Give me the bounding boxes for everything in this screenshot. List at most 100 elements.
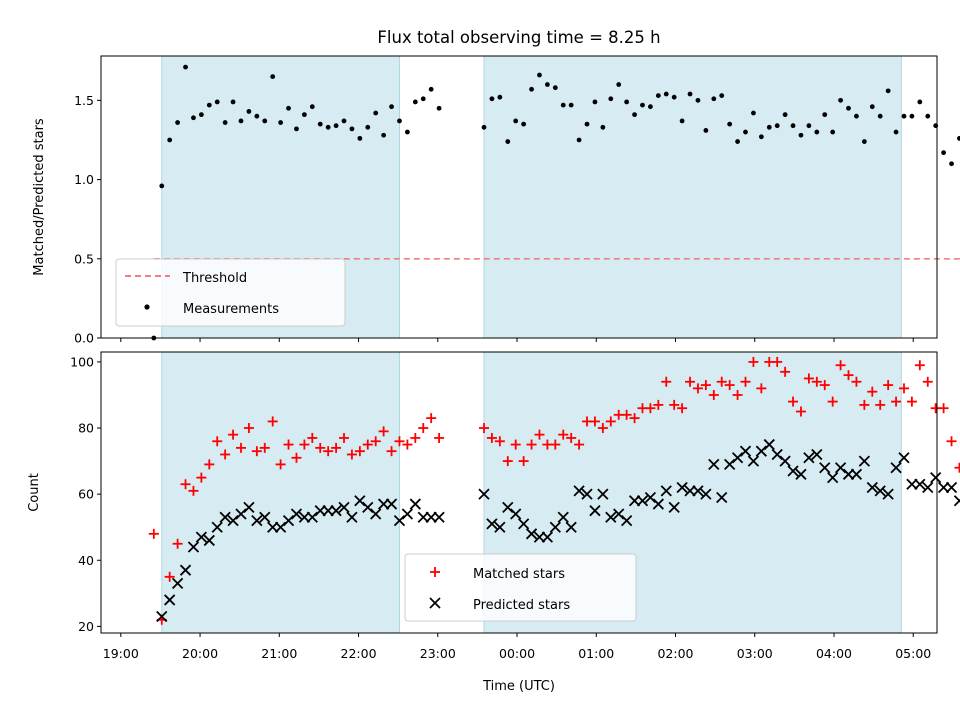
measurement-point (505, 139, 511, 144)
matched-star-point (558, 429, 569, 440)
predicted-star-point (858, 455, 870, 467)
predicted-star-point (621, 514, 633, 527)
matched-star-point (574, 439, 585, 450)
measurement-point (529, 86, 534, 92)
measurement-point (286, 105, 291, 111)
predicted-star-point (605, 511, 617, 523)
legend-predicted-swatch (429, 597, 441, 609)
predicted-star-point (803, 452, 815, 464)
predicted-star-point (338, 501, 350, 514)
measurement-point (325, 124, 331, 130)
x-tick-label: 01:00 (578, 646, 614, 661)
measurement-point (568, 102, 574, 108)
legend-matched-label: Matched stars (473, 567, 565, 582)
matched-star-point (661, 376, 672, 387)
matched-star-point (346, 449, 357, 460)
matched-star-point (434, 432, 445, 443)
matched-star-point (386, 446, 397, 457)
legend-predicted-label: Predicted stars (473, 598, 570, 613)
measurement-point (159, 183, 165, 189)
matched-star-point (315, 442, 326, 453)
predicted-star-point (486, 518, 498, 530)
predicted-star-point (716, 491, 728, 504)
legend-box (115, 258, 346, 327)
measurement-point (814, 129, 820, 135)
legend-bottom: Matched stars Predicted stars (404, 553, 637, 622)
measurement-point (854, 113, 859, 119)
measurement-point (592, 99, 598, 105)
matched-star-point (307, 432, 318, 443)
matched-star-point (883, 380, 894, 391)
y-tick-label: 60 (78, 487, 94, 502)
measurement-point (925, 113, 931, 119)
predicted-star-point (306, 511, 318, 523)
legend-box (404, 553, 637, 622)
top-axes-frame (100, 55, 938, 339)
measurement-point (703, 128, 709, 133)
measurement-point (671, 94, 677, 100)
predicted-star-point (494, 521, 506, 533)
measurement-point (600, 124, 606, 130)
predicted-star-point (164, 594, 176, 606)
predicted-star-point (787, 465, 799, 477)
predicted-star-point (660, 485, 672, 497)
predicted-star-point (597, 488, 609, 500)
predicted-star-point (882, 488, 894, 500)
matched-star-point (708, 389, 719, 400)
measurement-point (420, 96, 426, 102)
predicted-star-point (613, 508, 625, 520)
predicted-star-point (259, 511, 271, 523)
predicted-star-point (502, 501, 514, 514)
predicted-star-point (755, 445, 767, 457)
measurement-point (309, 104, 315, 110)
predicted-star-point (290, 508, 303, 520)
bottom-axes-frame (100, 351, 938, 634)
matched-star-point (370, 436, 381, 447)
x-tick-label: 00:00 (499, 646, 535, 661)
matched-star-point (677, 403, 688, 414)
measurement-point (513, 118, 519, 124)
x-tick-label: 21:00 (261, 646, 297, 661)
predicted-star-point (354, 495, 366, 507)
predicted-star-point (589, 505, 601, 517)
measurement-point (521, 121, 527, 127)
matched-star-point (299, 439, 310, 450)
measurement-point (901, 113, 907, 119)
predicted-star-point (156, 610, 168, 623)
predicted-star-point (724, 458, 736, 471)
predicted-star-point (251, 514, 263, 527)
measurement-point (294, 126, 299, 132)
matched-star-point (550, 439, 561, 450)
predicted-star-point (195, 531, 208, 543)
measurement-point (497, 94, 503, 100)
measurement-point (436, 105, 442, 111)
measurement-point (381, 132, 387, 138)
measurement-point (695, 97, 701, 103)
matched-star-point (510, 439, 521, 450)
predicted-star-point (739, 445, 752, 457)
measurement-point (727, 121, 733, 127)
matched-star-point (339, 432, 350, 443)
measurement-point (957, 135, 960, 141)
measurement-point (544, 82, 550, 87)
measurement-points (151, 64, 960, 341)
matched-star-point (188, 485, 199, 496)
predicted-star-point (581, 488, 593, 500)
measurement-point (552, 85, 558, 91)
matched-star-point (891, 396, 902, 407)
predicted-star-point (203, 534, 215, 547)
legend-measurements-label: Measurements (183, 302, 279, 317)
measurement-point (624, 99, 630, 105)
predicted-star-point (866, 481, 878, 494)
predicted-star-point (668, 501, 680, 514)
measurement-point (655, 93, 661, 99)
x-ticks-bottom: 19:00 20:00 21:00 22:00 23:00 00:00 01:00 02:00… (103, 633, 931, 661)
x-tick-label: 05:00 (895, 646, 931, 661)
predicted-star-point (211, 521, 223, 533)
matched-star-point (243, 423, 254, 434)
matched-star-point (954, 462, 960, 473)
matched-star-point (235, 442, 246, 453)
measurement-point (949, 161, 954, 167)
matched-star-point (780, 366, 791, 377)
predicted-star-point (779, 455, 791, 467)
